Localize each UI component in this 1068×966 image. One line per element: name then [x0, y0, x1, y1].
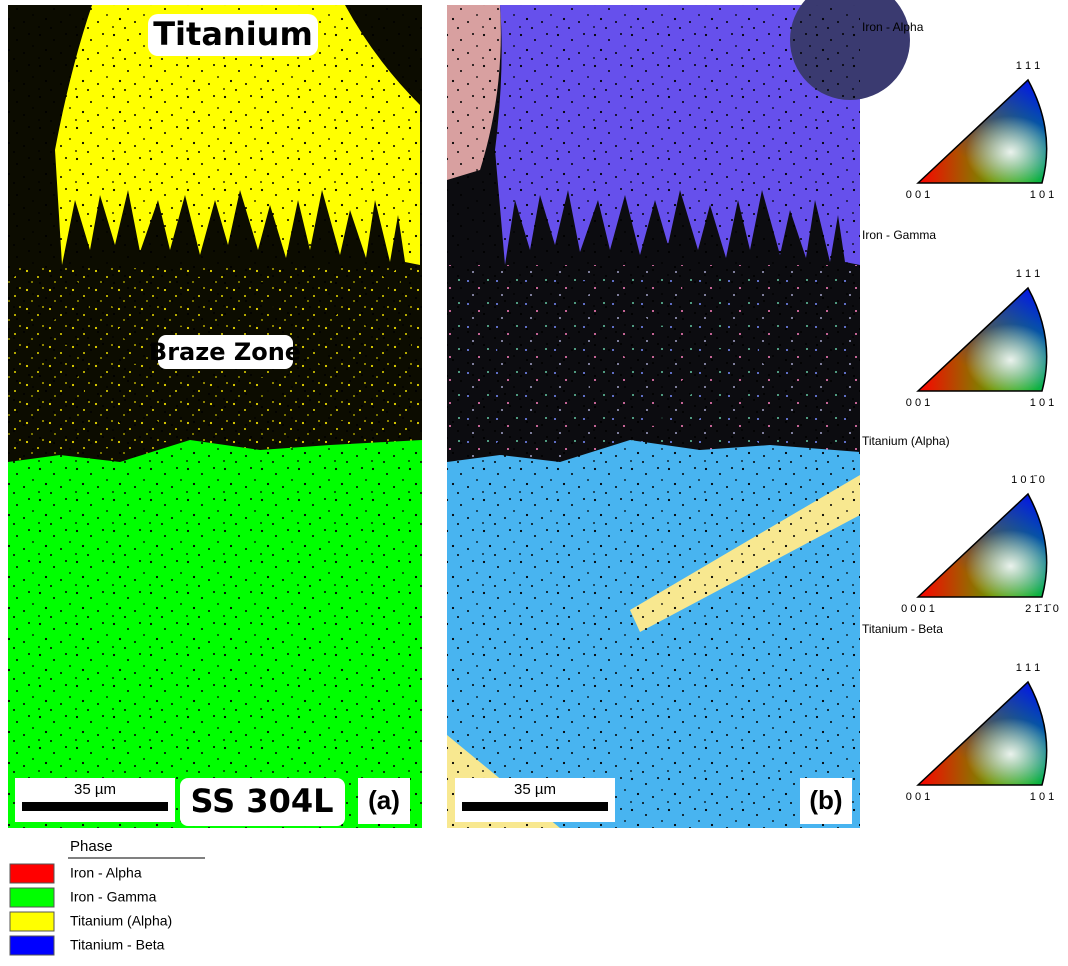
key-title: Titanium - Beta	[862, 622, 943, 636]
map-noise	[8, 5, 422, 828]
region-label: Titanium	[153, 15, 313, 53]
key-title: Titanium (Alpha)	[862, 434, 950, 448]
corner-label: 0 0 1	[906, 189, 930, 201]
corner-label: 0 0 1	[906, 397, 930, 409]
corner-label: 1 1 1	[1016, 60, 1040, 72]
legend-label: Iron - Alpha	[70, 865, 142, 881]
corner-label: 2 1̄ 1̄ 0	[1025, 603, 1059, 615]
corner-label: 0 0 0 1	[901, 603, 935, 615]
key-title: Iron - Gamma	[862, 228, 936, 242]
scale-bar-label: 35 µm	[74, 781, 116, 798]
corner-label: 1 0 1	[1030, 189, 1054, 201]
legend-label: Titanium - Beta	[70, 937, 165, 953]
map-noise	[447, 5, 860, 828]
panel-b: 35 µm (b)	[447, 0, 910, 828]
legend-label: Iron - Gamma	[70, 889, 157, 905]
legend-swatch	[10, 912, 54, 931]
figure: Titanium Braze Zone 35 µm SS 304L (a) 35…	[0, 0, 1068, 966]
panel-tag: (b)	[809, 785, 842, 815]
legend-swatch	[10, 864, 54, 883]
scale-bar	[22, 802, 168, 811]
legend-swatch	[10, 936, 54, 955]
corner-label: 1 1 1	[1016, 268, 1040, 280]
panel-tag: (a)	[368, 785, 400, 815]
corner-label: 1 0 1̄ 0	[1011, 474, 1045, 486]
phase-legend: Phase Iron - Alpha Iron - Gamma Titanium (…	[10, 838, 205, 955]
ipf-shade	[918, 494, 1047, 597]
region-label: SS 304L	[191, 782, 334, 820]
corner-label: 1 1 1	[1016, 662, 1040, 674]
corner-label: 0 0 1	[906, 791, 930, 803]
corner-label: 1 0 1	[1030, 791, 1054, 803]
ipf-shade	[918, 80, 1047, 183]
scale-bar	[462, 802, 608, 811]
legend-label: Titanium (Alpha)	[70, 913, 172, 929]
corner-label: 1 0 1	[1030, 397, 1054, 409]
panel-a: Titanium Braze Zone 35 µm SS 304L (a)	[8, 5, 422, 828]
ipf-keys: Iron - Alpha 1 1 1 0 0 1 1 0 1 Iron - Gamma 1…	[862, 20, 1059, 803]
ipf-shade	[918, 682, 1047, 785]
legend-swatch	[10, 888, 54, 907]
ipf-shade	[918, 288, 1047, 391]
key-title: Iron - Alpha	[862, 20, 924, 34]
region-label: Braze Zone	[149, 338, 301, 366]
legend-title: Phase	[70, 838, 113, 855]
scale-bar-label: 35 µm	[514, 781, 556, 798]
